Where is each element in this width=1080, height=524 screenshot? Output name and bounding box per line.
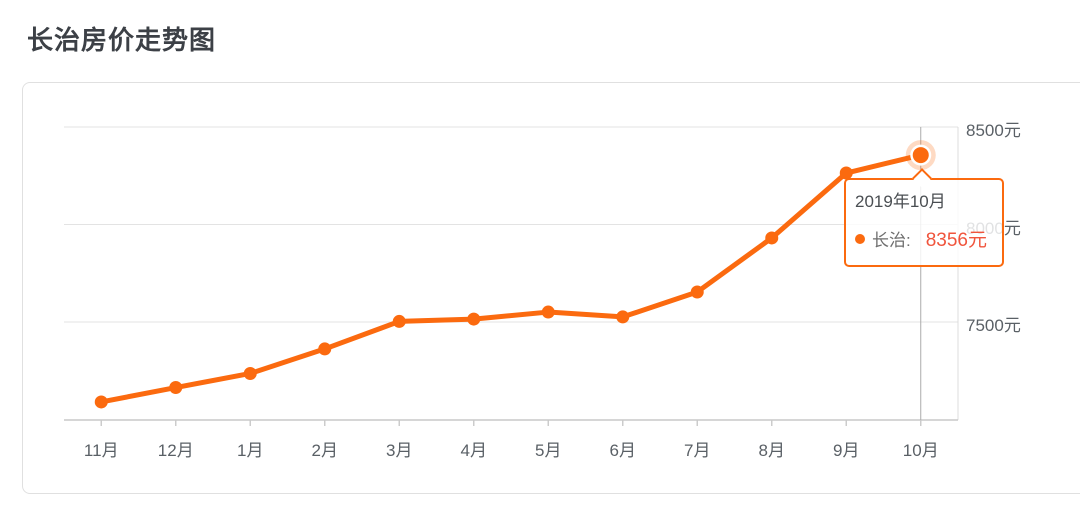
series-line bbox=[98, 152, 924, 405]
x-axis-label: 5月 bbox=[535, 441, 562, 460]
data-point[interactable] bbox=[94, 395, 108, 409]
x-axis-label: 9月 bbox=[833, 441, 860, 460]
x-axis-label: 7月 bbox=[684, 441, 711, 460]
x-axis-label: 1月 bbox=[237, 441, 264, 460]
tooltip-series-label: 长治: bbox=[872, 231, 911, 250]
x-axis-label: 3月 bbox=[386, 441, 413, 460]
data-point[interactable] bbox=[318, 342, 332, 356]
data-point[interactable] bbox=[690, 285, 704, 299]
data-point[interactable] bbox=[765, 231, 779, 245]
data-point[interactable] bbox=[541, 305, 555, 319]
data-point[interactable] bbox=[616, 310, 630, 324]
highlight-point[interactable] bbox=[912, 147, 929, 164]
x-axis-label: 10月 bbox=[902, 441, 939, 460]
x-axis-label: 6月 bbox=[609, 441, 636, 460]
tooltip-series-row: 长治: 8356元 bbox=[855, 225, 992, 252]
y-axis-label: 8500元 bbox=[966, 121, 1021, 140]
y-axis-label: 7500元 bbox=[966, 316, 1021, 335]
x-axis-label: 8月 bbox=[758, 441, 785, 460]
tooltip-value: 8356元 bbox=[925, 230, 988, 251]
tooltip-date: 2019年10月 bbox=[855, 192, 946, 211]
data-point[interactable] bbox=[243, 366, 257, 380]
x-axis-label: 2月 bbox=[311, 441, 338, 460]
chart-tooltip: 2019年10月 长治: 8356元 bbox=[844, 168, 1004, 267]
series-bullet-icon bbox=[855, 233, 865, 244]
x-axis-label: 4月 bbox=[460, 441, 487, 460]
data-point[interactable] bbox=[839, 166, 853, 180]
data-point[interactable] bbox=[467, 312, 481, 326]
chart-card bbox=[22, 82, 1080, 494]
page-title: 长治房价走势图 bbox=[27, 25, 217, 55]
data-point[interactable] bbox=[392, 314, 406, 328]
x-axis-label: 11月 bbox=[83, 441, 119, 460]
x-axis-label: 12月 bbox=[157, 441, 194, 460]
data-point[interactable] bbox=[169, 381, 183, 395]
